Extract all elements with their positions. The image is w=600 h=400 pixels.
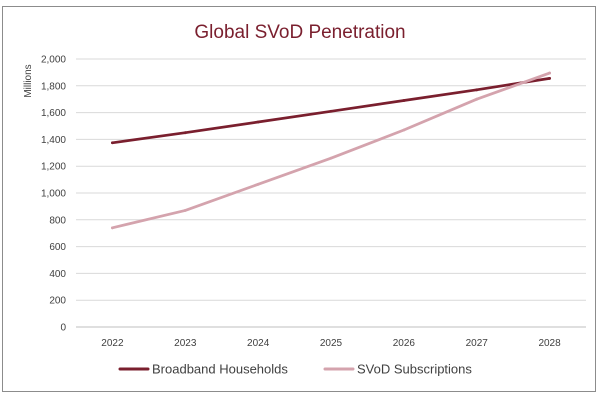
data-point <box>111 141 114 145</box>
x-tick-label: 2028 <box>538 338 561 349</box>
data-point <box>183 131 187 135</box>
data-point <box>183 209 187 212</box>
x-tick-label: 2024 <box>247 338 270 349</box>
y-tick-label: 1,600 <box>41 108 66 119</box>
data-point <box>329 156 333 160</box>
y-tick-label: 600 <box>49 242 66 253</box>
data-point <box>548 77 551 80</box>
y-axis-title: Millions <box>23 64 34 97</box>
legend-label: Broadband Households <box>152 362 288 377</box>
x-tick-label: 2023 <box>174 338 197 349</box>
y-tick-label: 400 <box>49 269 66 280</box>
data-point <box>475 97 479 101</box>
x-tick-label: 2026 <box>393 338 416 349</box>
series-line-2 <box>111 71 551 230</box>
data-point <box>402 99 406 102</box>
y-tick-label: 1,400 <box>41 135 66 146</box>
data-point <box>256 120 260 124</box>
data-point <box>548 71 551 75</box>
y-tick-label: 2,000 <box>41 55 66 66</box>
x-tick-label: 2027 <box>466 338 489 349</box>
chart-frame <box>2 6 596 392</box>
data-point <box>475 88 479 92</box>
y-tick-label: 0 <box>60 323 66 334</box>
x-tick-label: 2025 <box>320 338 343 349</box>
y-tick-label: 800 <box>49 215 66 226</box>
legend-label: SVoD Subscriptions <box>357 362 472 377</box>
chart-title: Global SVoD Penetration <box>194 22 405 43</box>
data-point <box>256 182 260 186</box>
data-point <box>111 226 114 230</box>
y-tick-label: 1,200 <box>41 162 66 173</box>
y-tick-label: 1,800 <box>41 81 66 92</box>
y-tick-label: 1,000 <box>41 189 66 200</box>
x-tick-label: 2022 <box>101 338 124 349</box>
data-point <box>402 128 406 132</box>
y-tick-label: 200 <box>49 296 66 307</box>
data-point <box>329 109 333 113</box>
